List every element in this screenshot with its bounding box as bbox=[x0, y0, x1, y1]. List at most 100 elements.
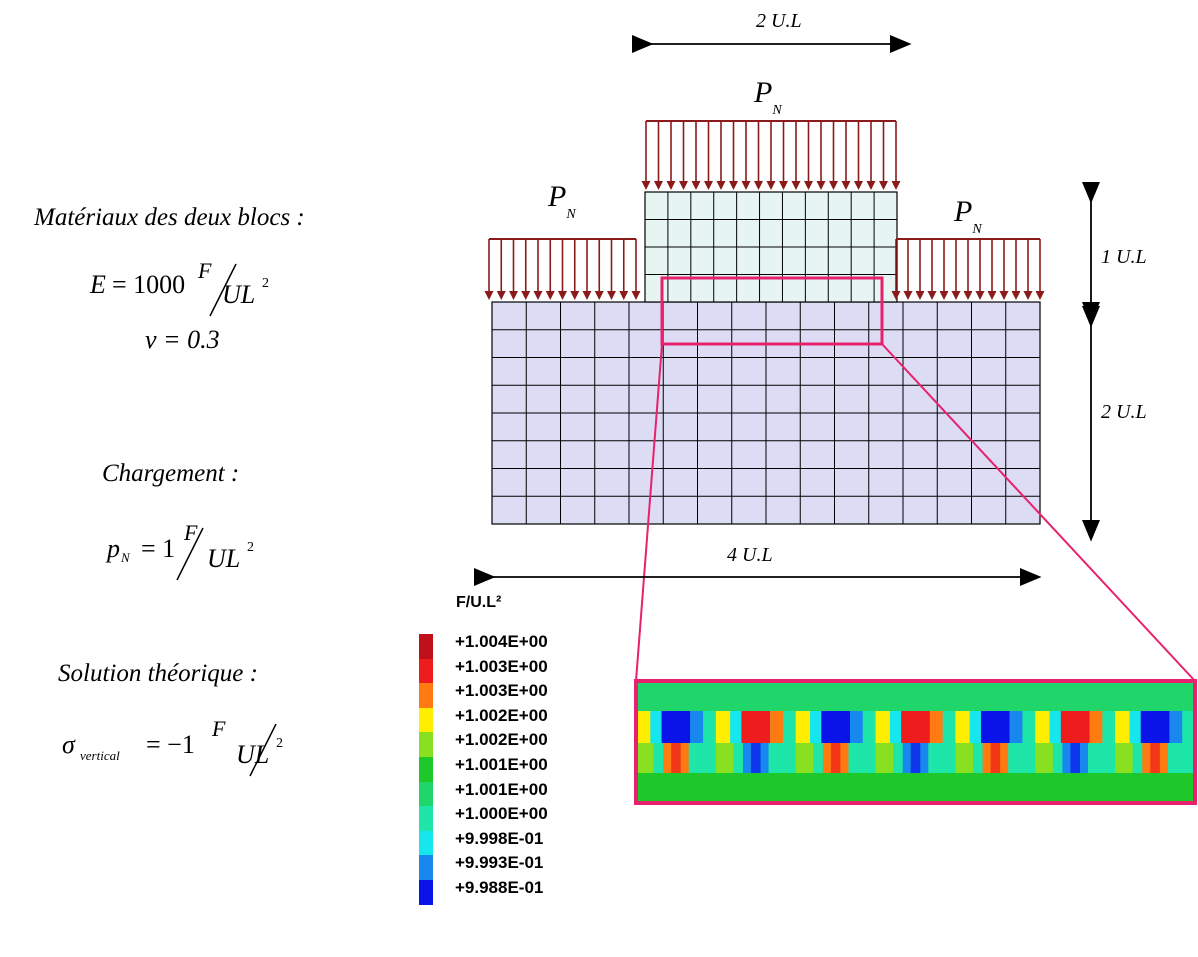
stress-cell bbox=[1115, 711, 1130, 743]
stress-cell bbox=[830, 743, 841, 773]
e-unit-den: UL bbox=[222, 280, 256, 309]
stress-row-top bbox=[636, 683, 1195, 711]
load-arrowhead bbox=[641, 181, 651, 190]
load-arrowhead bbox=[963, 291, 973, 300]
stress-cell bbox=[1070, 743, 1081, 773]
legend-label: +1.001E+00 bbox=[455, 779, 548, 799]
stress-cell bbox=[990, 743, 1001, 773]
legend-swatch bbox=[419, 781, 433, 807]
load-arrowhead bbox=[741, 181, 751, 190]
load-arrowhead bbox=[1011, 291, 1021, 300]
stress-cell bbox=[1049, 711, 1063, 743]
sigma-value: = −1 bbox=[146, 730, 195, 759]
stress-cell bbox=[795, 711, 811, 743]
stress-cell bbox=[1009, 711, 1023, 743]
legend-label: +9.993E-01 bbox=[455, 853, 544, 873]
p-value: = 1 bbox=[141, 534, 176, 563]
dim-right-upper-label: 1 U.L bbox=[1101, 246, 1147, 268]
stress-cell bbox=[875, 711, 890, 743]
stress-cell bbox=[929, 711, 943, 743]
zoomed-stress-frame bbox=[634, 679, 1197, 805]
stress-cell bbox=[901, 711, 930, 743]
stress-cell bbox=[1140, 711, 1170, 743]
legend-label: +1.002E+00 bbox=[455, 705, 548, 725]
load-arrowhead bbox=[691, 181, 701, 190]
stress-cell bbox=[850, 711, 863, 743]
load-arrowhead bbox=[891, 181, 901, 190]
legend-label: +1.001E+00 bbox=[455, 755, 548, 774]
upper-block bbox=[644, 191, 898, 303]
sigma-unit-num: F bbox=[212, 716, 226, 741]
sigma-subscript: vertical bbox=[80, 748, 120, 763]
p-fraction-slash bbox=[176, 527, 204, 581]
stress-cell bbox=[650, 711, 664, 743]
load-arrowhead bbox=[915, 291, 925, 300]
load-arrowhead bbox=[766, 181, 776, 190]
stress-cell bbox=[875, 743, 894, 773]
youngs-modulus-formula: E = 1000 F UL 2 bbox=[90, 258, 330, 314]
p-symbol: p bbox=[107, 534, 120, 563]
load-arrowhead bbox=[951, 291, 961, 300]
load-arrowhead bbox=[891, 291, 901, 300]
sigma-fraction-slash bbox=[249, 723, 277, 777]
stress-cell bbox=[969, 711, 983, 743]
load-arrowhead bbox=[939, 291, 949, 300]
legend-swatch bbox=[419, 658, 433, 684]
load-arrowhead bbox=[816, 181, 826, 190]
dim-right-lower-label: 2 U.L bbox=[1101, 401, 1147, 423]
legend-label: +9.998E-01 bbox=[455, 828, 544, 848]
load-arrowhead bbox=[545, 291, 555, 300]
load-arrowhead bbox=[619, 291, 629, 300]
e-fraction-slash bbox=[209, 263, 237, 317]
stress-cell bbox=[1115, 743, 1133, 773]
load-arrowhead bbox=[791, 181, 801, 190]
p-unit-num: F bbox=[184, 520, 198, 545]
load-arrowhead bbox=[927, 291, 937, 300]
stress-cell bbox=[690, 711, 704, 743]
stress-cell bbox=[795, 743, 814, 773]
load-arrowhead bbox=[558, 291, 567, 300]
zoom-connector-left bbox=[635, 343, 663, 682]
sigma-symbol: σ bbox=[62, 730, 75, 759]
load-arrowhead bbox=[570, 291, 580, 300]
stress-cell bbox=[810, 711, 823, 743]
stress-cell bbox=[741, 711, 771, 743]
stress-cell bbox=[661, 711, 691, 743]
legend-label: +9.988E-01 bbox=[455, 878, 544, 897]
legend-swatch bbox=[419, 757, 433, 783]
p-unit-den: UL bbox=[207, 544, 241, 573]
stress-cell bbox=[980, 711, 1010, 743]
legend-label: +1.004E+00 bbox=[455, 632, 548, 651]
load-arrowhead bbox=[679, 181, 688, 190]
e-unit-num: F bbox=[198, 258, 212, 283]
stress-cell bbox=[715, 743, 734, 773]
legend-swatch bbox=[419, 683, 433, 709]
stress-cell bbox=[671, 743, 681, 773]
stress-cell bbox=[955, 743, 973, 773]
load-label-left: PN bbox=[548, 180, 576, 222]
legend-swatch bbox=[419, 634, 433, 660]
load-arrowhead bbox=[975, 291, 985, 300]
stress-cell bbox=[1035, 743, 1053, 773]
dim-top-label: 2 U.L bbox=[756, 10, 802, 32]
load-arrowhead bbox=[903, 291, 913, 300]
legend-label: +1.003E+00 bbox=[455, 681, 548, 701]
load-arrowhead bbox=[631, 291, 641, 300]
e-value: = 1000 bbox=[112, 270, 186, 299]
load-arrowhead bbox=[666, 181, 676, 190]
load-arrowhead bbox=[829, 181, 838, 190]
legend-label: +1.002E+00 bbox=[455, 730, 548, 750]
stress-cell bbox=[750, 743, 761, 773]
stress-cell bbox=[955, 711, 970, 743]
lower-block bbox=[491, 301, 1041, 525]
load-label-center: PN bbox=[754, 76, 782, 118]
load-arrows-right bbox=[891, 238, 1045, 300]
stress-cell bbox=[715, 711, 731, 743]
p-unit-exp: 2 bbox=[247, 540, 254, 555]
stress-cell bbox=[889, 711, 903, 743]
material-heading: Matériaux des deux blocs : bbox=[34, 204, 305, 231]
load-arrowhead bbox=[496, 291, 506, 300]
load-heading: Chargement : bbox=[102, 460, 240, 487]
load-arrowhead bbox=[841, 181, 851, 190]
